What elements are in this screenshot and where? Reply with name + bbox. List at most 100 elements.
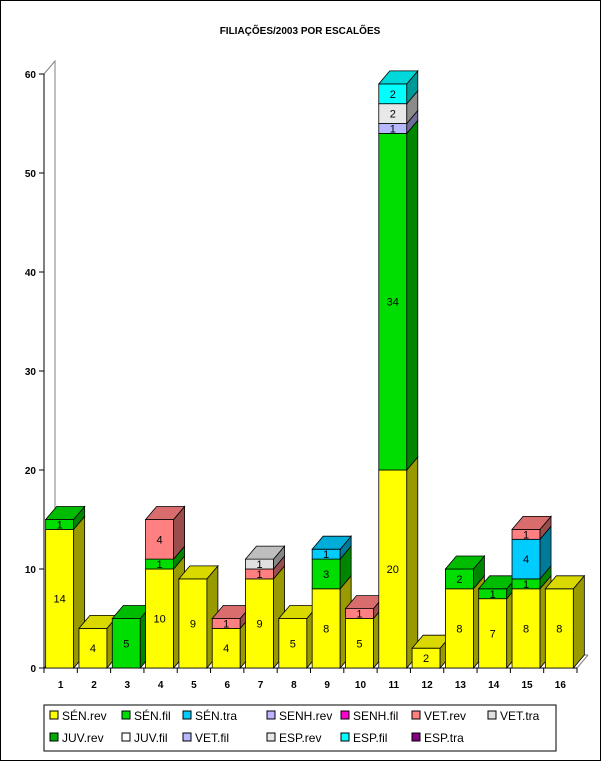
- bar-front: [145, 519, 174, 560]
- legend-swatch: [49, 732, 59, 742]
- legend-swatch: [340, 710, 350, 720]
- data-label: 1: [356, 609, 362, 621]
- legend-label: ESP.fil: [353, 731, 387, 745]
- bar-top: [144, 506, 186, 520]
- legend-entry: SÉN.rev: [49, 708, 107, 723]
- bar-top: [244, 545, 286, 560]
- legend-label: VET.tra: [500, 709, 540, 723]
- bar-front: [378, 132, 408, 471]
- x-tick-label: 1: [58, 680, 64, 691]
- bar-side: [406, 119, 419, 472]
- data-label: 4: [223, 643, 229, 655]
- legend-entry: SENH.rev: [266, 709, 332, 723]
- bar-segment: [377, 69, 419, 105]
- bar-top: [311, 535, 353, 550]
- bar-segment: [44, 505, 86, 531]
- legend-entry: VET.tra: [487, 709, 540, 723]
- y-tick-label: 0: [30, 664, 36, 675]
- legend-entry: ESP.fil: [340, 731, 387, 745]
- data-label: 5: [290, 638, 296, 650]
- x-tick-label: 3: [125, 680, 131, 691]
- legend-entry: SÉN.tra: [182, 708, 237, 723]
- legend-entry: SÉN.fil: [121, 708, 171, 723]
- x-tick-label: 5: [191, 680, 197, 691]
- data-label: 1: [490, 589, 496, 601]
- legend-swatch: [182, 710, 192, 720]
- bar-front: [311, 558, 341, 590]
- x-tick-label: 6: [224, 680, 230, 691]
- legend-entry: VET.rev: [411, 709, 466, 723]
- data-label: 8: [556, 623, 562, 635]
- bar-front: [511, 588, 541, 669]
- y-tick-label: 60: [25, 70, 37, 81]
- data-label: 1: [256, 559, 262, 571]
- data-label: 5: [356, 638, 362, 650]
- x-tick-label: 16: [555, 680, 567, 691]
- data-label: 2: [390, 109, 396, 121]
- legend-label: SÉN.rev: [62, 708, 107, 723]
- x-tick-label: 10: [355, 680, 367, 691]
- legend-label: VET.fil: [195, 731, 229, 745]
- x-tick-label: 12: [422, 680, 434, 691]
- bar-segment: [178, 564, 219, 670]
- bar-top: [178, 565, 219, 580]
- legend-swatch: [121, 732, 131, 742]
- data-label: 4: [90, 643, 96, 655]
- data-label: 1: [157, 559, 163, 571]
- x-tick-label: 2: [91, 680, 97, 691]
- y-tick-label: 40: [25, 268, 37, 279]
- bar-segment: [144, 505, 186, 561]
- data-label: 7: [490, 628, 496, 640]
- legend-label: SÉN.tra: [195, 708, 237, 723]
- legend-swatch: [487, 710, 497, 720]
- bar-segment: [311, 535, 353, 561]
- data-label: 9: [190, 618, 196, 630]
- bar-segment: [544, 574, 586, 670]
- legend-swatch: [340, 732, 350, 742]
- legend-entry: ESP.tra: [411, 731, 464, 745]
- legend-label: JUV.fil: [134, 731, 168, 745]
- x-tick-label: 13: [455, 680, 467, 691]
- legend-swatch: [121, 710, 131, 720]
- bar-top: [44, 506, 86, 520]
- bar-front: [178, 578, 208, 669]
- data-label: 4: [523, 554, 529, 566]
- legend-entry: ESP.rev: [266, 731, 321, 745]
- x-tick-label: 8: [291, 680, 297, 691]
- bar-top: [511, 516, 552, 530]
- bar-front: [278, 618, 308, 669]
- bar-side: [572, 574, 585, 670]
- legend-swatch: [49, 710, 59, 720]
- bar-top: [444, 555, 486, 570]
- bar-top: [377, 70, 419, 85]
- bar-segment: [311, 545, 352, 590]
- bar-front: [478, 598, 508, 669]
- x-tick-label: 11: [388, 680, 399, 691]
- legend-entry: JUV.fil: [121, 731, 168, 745]
- data-label: 2: [423, 653, 429, 665]
- data-label: 3: [323, 569, 329, 581]
- bar-segment: [378, 455, 419, 670]
- legend-entry: VET.fil: [182, 731, 229, 745]
- legend-label: SENH.fil: [353, 709, 398, 723]
- x-tick-label: 7: [258, 680, 264, 691]
- bar-front: [511, 538, 541, 580]
- legend-label: ESP.tra: [424, 731, 464, 745]
- bar-segment: [378, 119, 419, 472]
- x-tick-label: 14: [488, 680, 500, 691]
- bar-front: [245, 578, 274, 669]
- data-label: 1: [523, 529, 529, 541]
- legend-swatch: [411, 710, 421, 720]
- data-label: 4: [157, 534, 163, 546]
- data-label: 1: [57, 519, 63, 531]
- data-label: 1: [223, 618, 229, 630]
- legend-label: SENH.rev: [279, 709, 332, 723]
- data-label: 8: [456, 623, 462, 635]
- data-label: 1: [323, 549, 329, 561]
- floor-edge-right: [576, 654, 589, 669]
- chart-title: FILIAÇÕES/2003 POR ESCALÕES: [220, 24, 381, 37]
- x-tick-label: 4: [158, 680, 164, 691]
- legend-label: ESP.rev: [279, 731, 321, 745]
